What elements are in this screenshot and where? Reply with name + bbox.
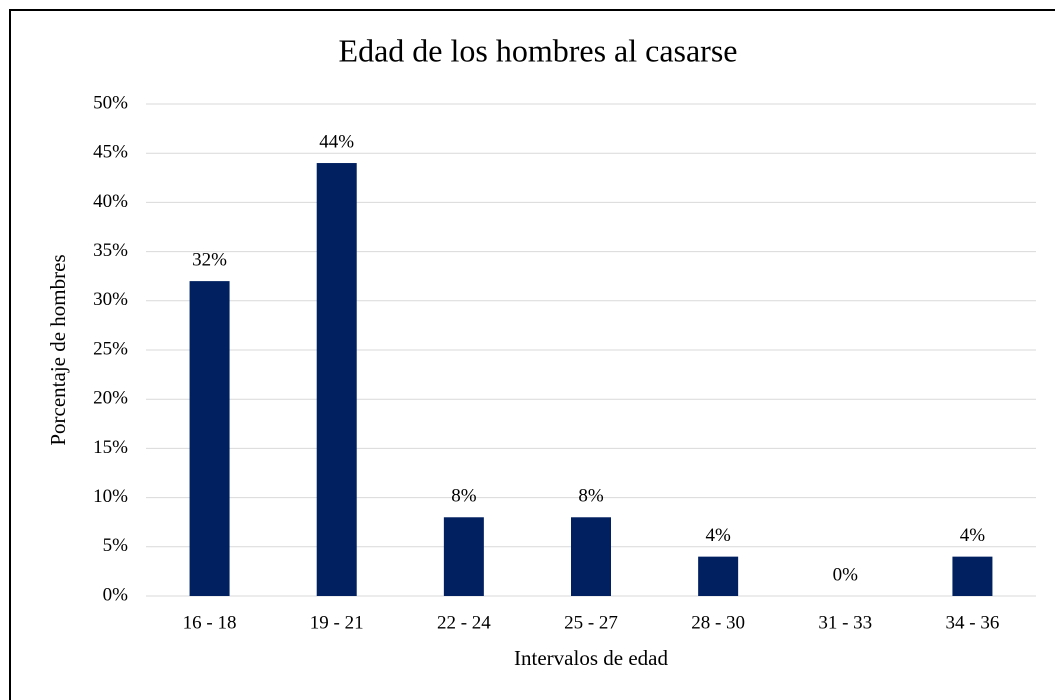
chart-border <box>9 9 1055 700</box>
value-label: 32% <box>192 249 227 270</box>
x-tick-label: 25 - 27 <box>564 612 618 633</box>
x-tick-label: 22 - 24 <box>437 612 491 633</box>
y-tick-label: 50% <box>93 92 128 113</box>
y-tick-label: 10% <box>93 486 128 507</box>
y-axis-label: Porcentaje de hombres <box>46 254 70 445</box>
x-tick-label: 28 - 30 <box>691 612 745 633</box>
bar <box>443 517 484 596</box>
bar <box>698 556 739 596</box>
x-tick-label: 19 - 21 <box>310 612 364 633</box>
value-label: 0% <box>833 564 859 585</box>
x-tick-label: 16 - 18 <box>183 612 237 633</box>
value-label: 4% <box>960 525 986 546</box>
value-label: 8% <box>451 486 477 507</box>
y-tick-label: 35% <box>93 240 128 261</box>
y-tick-label: 0% <box>103 584 129 605</box>
y-tick-label: 30% <box>93 289 128 310</box>
x-tick-label: 34 - 36 <box>946 612 1000 633</box>
bar <box>189 281 230 596</box>
y-tick-label: 40% <box>93 191 128 212</box>
chart-title: Edad de los hombres al casarse <box>339 32 738 68</box>
bar <box>571 517 611 596</box>
y-tick-label: 5% <box>103 535 129 556</box>
y-tick-label: 25% <box>93 338 128 359</box>
y-tick-label: 20% <box>93 388 128 409</box>
value-label: 44% <box>319 131 354 152</box>
x-axis-label: Intervalos de edad <box>514 646 668 670</box>
value-label: 4% <box>705 525 731 546</box>
bar <box>952 556 993 596</box>
x-tick-label: 31 - 33 <box>818 612 872 633</box>
bar <box>316 163 357 597</box>
value-label: 8% <box>578 486 604 507</box>
y-tick-label: 15% <box>93 437 128 458</box>
y-tick-label: 45% <box>93 142 128 163</box>
